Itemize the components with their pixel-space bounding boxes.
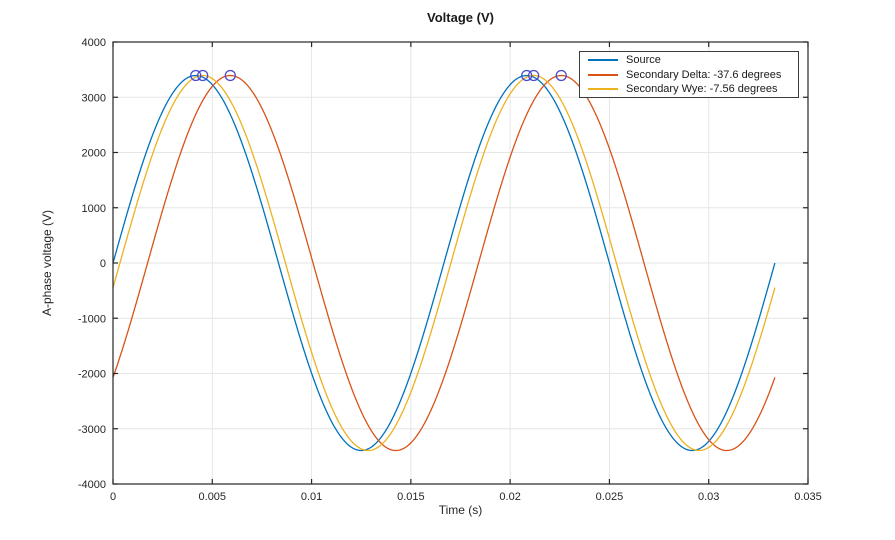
peak-marker: [521, 69, 533, 82]
peak-marker: [224, 69, 236, 82]
y-tick-label: -4000: [78, 479, 106, 491]
legend-label: Secondary Wye: -7.56 degrees: [626, 82, 778, 95]
x-tick-label: 0.015: [397, 491, 425, 503]
x-tick-label: 0.03: [698, 491, 719, 503]
legend-label: Secondary Delta: -37.6 degrees: [626, 68, 782, 81]
legend-line-swatch: [588, 73, 618, 76]
x-tick-label: 0.025: [596, 491, 624, 503]
x-tick-label: 0.02: [499, 491, 520, 503]
y-tick-label: 2000: [82, 148, 106, 160]
y-tick-label: -3000: [78, 424, 106, 436]
x-tick-label: 0: [110, 491, 116, 503]
y-tick-label: 0: [100, 258, 106, 270]
series-line-0: [112, 74, 776, 452]
y-axis-label: A-phase voltage (V): [40, 209, 54, 317]
legend[interactable]: Source Secondary Delta: -37.6 degrees Seco…: [579, 51, 799, 98]
x-tick-label: 0.035: [794, 491, 822, 503]
x-tick-label: 0.01: [301, 491, 322, 503]
series-line-1: [112, 74, 776, 452]
legend-item: Source: [580, 53, 798, 67]
peak-marker: [197, 69, 209, 82]
y-tick-label: -2000: [78, 369, 106, 381]
y-tick-label: 3000: [82, 92, 106, 104]
chart-title: Voltage (V): [427, 10, 494, 25]
legend-line-swatch: [588, 59, 618, 62]
legend-item: Secondary Delta: -37.6 degrees: [580, 68, 798, 82]
x-axis-label: Time (s): [438, 503, 483, 517]
legend-item: Secondary Wye: -7.56 degrees: [580, 82, 798, 96]
y-tick-label: -1000: [78, 313, 106, 325]
x-tick-label: 0.005: [199, 491, 227, 503]
peak-marker: [555, 69, 567, 82]
legend-line-swatch: [588, 87, 618, 90]
legend-label: Source: [626, 54, 661, 67]
y-tick-label: 1000: [82, 203, 106, 215]
series-line-2: [112, 74, 776, 452]
y-tick-label: 4000: [82, 37, 106, 49]
peak-marker: [527, 69, 540, 82]
peak-marker: [190, 69, 202, 82]
